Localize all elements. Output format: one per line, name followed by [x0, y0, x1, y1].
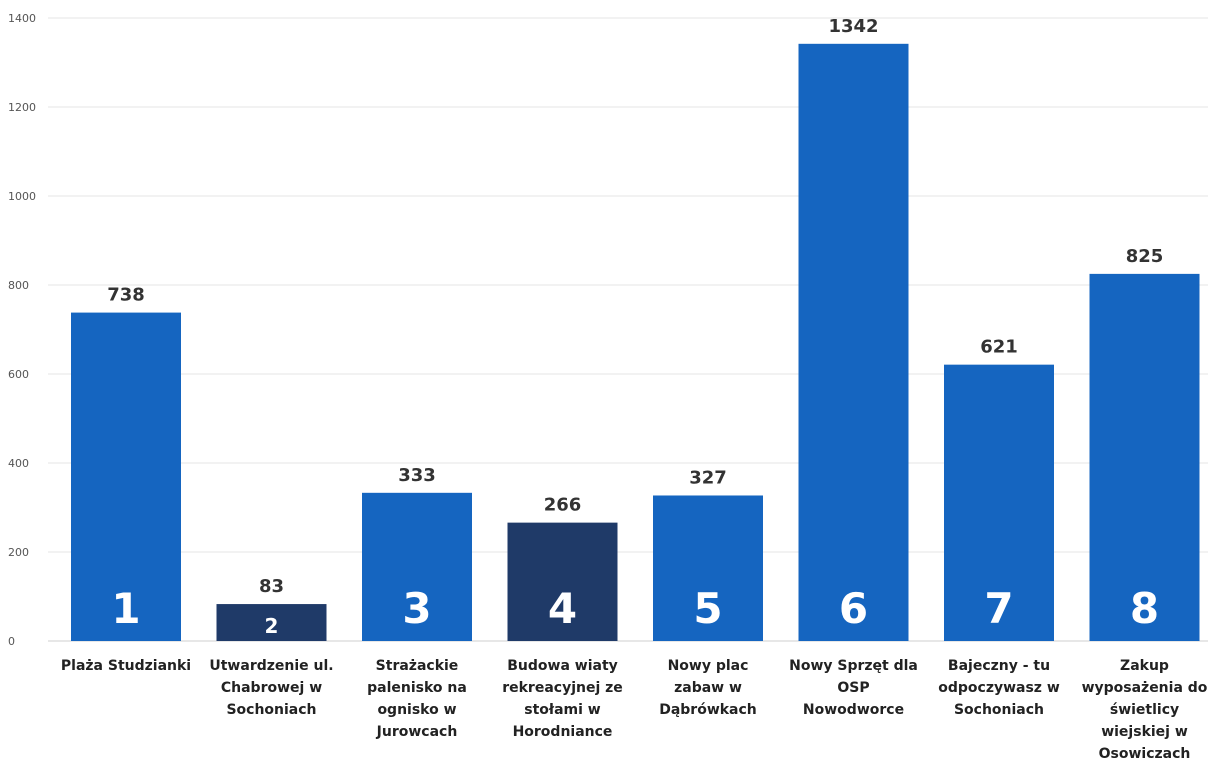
category-label: Dąbrówkach: [659, 702, 757, 718]
data-label: 825: [1126, 246, 1164, 267]
y-tick-label: 0: [8, 635, 15, 648]
data-label: 738: [107, 285, 145, 306]
y-tick-label: 400: [8, 457, 29, 470]
y-tick-label: 1200: [8, 101, 36, 114]
category-label: Utwardzenie ul.: [209, 658, 333, 674]
category-label: Nowodworce: [803, 702, 904, 718]
category-label: Zakup: [1120, 658, 1169, 674]
bar: [944, 364, 1054, 641]
y-tick-label: 1400: [8, 12, 36, 25]
category-label: ognisko w: [377, 702, 456, 718]
category-label: OSP: [837, 680, 869, 696]
y-axis: 0 200 400 600 800 1000 1200 1400: [8, 12, 36, 648]
category-label: wiejskiej w: [1101, 724, 1188, 740]
bar-number: 2: [265, 614, 279, 638]
category-label: zabaw w: [674, 680, 742, 696]
bar: [1089, 273, 1200, 641]
category-label: rekreacyjnej ze: [502, 680, 623, 696]
bar-number: 1: [111, 584, 140, 633]
y-tick-label: 200: [8, 546, 29, 559]
category-label: stołami w: [524, 702, 601, 718]
bar-number: 3: [402, 584, 431, 633]
category-label: Chabrowej w: [221, 680, 322, 696]
category-label: Osowiczach: [1099, 746, 1191, 762]
category-label: Bajeczny - tu: [948, 658, 1050, 674]
category-label: Strażackie: [376, 658, 459, 674]
category-label: Sochoniach: [954, 702, 1044, 718]
bar: [507, 522, 618, 641]
category-label: odpoczywasz w: [938, 680, 1060, 696]
category-label: Nowy plac: [668, 658, 749, 674]
category-label: Budowa wiaty: [507, 658, 618, 674]
x-axis: Plaża Studzianki Utwardzenie ul. Chabrowej…: [61, 658, 1208, 762]
data-label: 621: [980, 337, 1018, 358]
bar: [653, 495, 763, 641]
y-tick-label: 800: [8, 279, 29, 292]
category-label: Jurowcach: [376, 724, 458, 740]
bar: [216, 604, 327, 641]
bar-number: 7: [984, 584, 1013, 633]
data-label: 1342: [828, 16, 878, 37]
category-label: Horodniance: [513, 724, 613, 740]
category-label: świetlicy: [1110, 702, 1179, 718]
bar: [798, 43, 909, 642]
data-label: 83: [259, 576, 284, 597]
data-label: 266: [544, 495, 582, 516]
category-label: Nowy Sprzęt dla: [789, 658, 918, 674]
bar-number: 4: [548, 584, 577, 633]
bar-number: 6: [839, 584, 868, 633]
data-label: 327: [689, 467, 727, 488]
bar: [71, 312, 181, 641]
bar: [362, 492, 472, 641]
y-tick-label: 600: [8, 368, 29, 381]
category-label: wyposażenia do: [1082, 680, 1208, 696]
data-label: 333: [398, 465, 436, 486]
category-label: Plaża Studzianki: [61, 658, 191, 674]
bar-number: 5: [693, 584, 722, 633]
bar-number: 8: [1130, 584, 1159, 633]
category-label: Sochoniach: [226, 702, 316, 718]
gridlines: [48, 17, 1208, 642]
category-label: palenisko na: [367, 680, 467, 696]
y-tick-label: 1000: [8, 190, 36, 203]
